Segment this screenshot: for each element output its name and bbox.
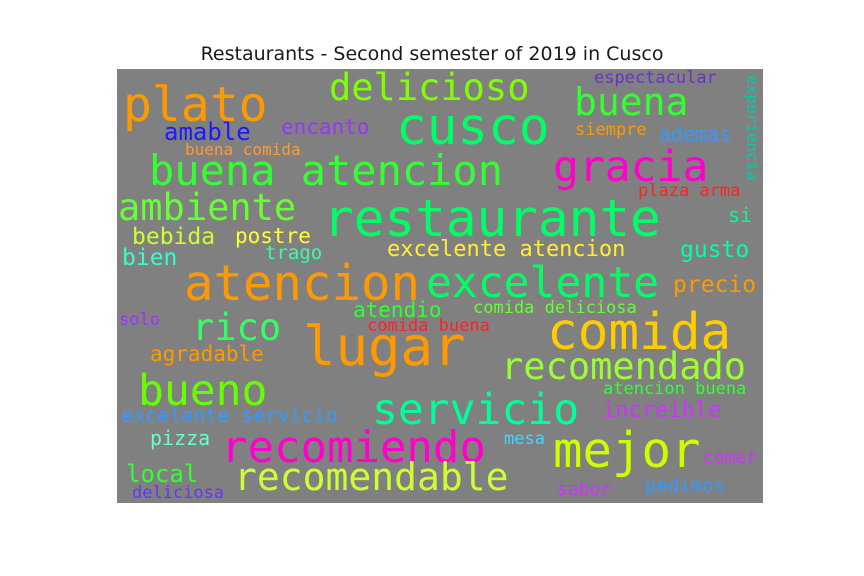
word-delicioso: delicioso	[329, 69, 530, 109]
word-servicio: servicio	[372, 385, 580, 435]
word-recomiendo: recomiendo	[221, 422, 486, 473]
word-atendio: atendio	[353, 298, 442, 322]
chart-title: Restaurants - Second semester of 2019 in…	[200, 43, 664, 65]
word-recomendado: recomendado	[501, 345, 747, 388]
word-comida-buena: comida buena	[367, 316, 490, 336]
word-excelente: excelente	[426, 258, 659, 308]
word-cusco: cusco	[396, 98, 550, 157]
word-trago: trago	[265, 242, 323, 264]
word-increible: increible	[602, 398, 722, 423]
word-sabor: sabor	[557, 479, 612, 500]
word-excelente-atencion: excelente atencion	[387, 237, 626, 262]
word-encanto: encanto	[281, 115, 370, 139]
word-lugar: lugar	[303, 315, 466, 378]
word-mejor: mejor	[553, 422, 701, 479]
word-rico: rico	[192, 306, 282, 349]
word-bebida: bebida	[132, 224, 216, 250]
word-espectacular: espectacular	[594, 69, 717, 88]
word-plato: plato	[123, 77, 268, 133]
word-siempre: siempre	[575, 120, 647, 140]
word-si: si	[728, 203, 753, 227]
word-deliciosa: deliciosa	[132, 483, 225, 503]
word-bien: bien	[122, 245, 178, 271]
word-amable: amable	[164, 118, 251, 146]
word-precio: precio	[673, 272, 757, 298]
word-buena-atencion: buena atencion	[149, 146, 504, 195]
word-solo: solo	[119, 310, 160, 330]
word-restaurante: restaurante	[323, 190, 661, 249]
word-buena: buena	[574, 80, 689, 124]
word-postre: postre	[235, 224, 311, 248]
word-comida: comida	[547, 303, 732, 362]
word-experiencia: experiencia	[743, 75, 762, 181]
word-pizza: pizza	[150, 426, 211, 450]
word-agradable: agradable	[150, 342, 264, 366]
word-buena-comida: buena comida	[185, 140, 301, 159]
word-comida-deliciosa: comida deliciosa	[473, 298, 637, 318]
word-ademas: ademas	[659, 122, 732, 146]
word-ambiente: ambiente	[118, 186, 297, 229]
word-plaza-arma: plaza arma	[638, 181, 741, 201]
word-gusto: gusto	[680, 237, 750, 263]
word-gracia: gracia	[553, 142, 709, 192]
word-excelente-servicio: excelente servicio	[121, 403, 338, 427]
word-bueno: bueno	[138, 366, 268, 416]
word-recomendable: recomendable	[234, 455, 509, 499]
word-mesa: mesa	[504, 429, 545, 449]
word-atencion-buena: atencion buena	[603, 379, 747, 399]
word-local: local	[126, 460, 199, 488]
word-comer: comer	[703, 447, 758, 468]
word-pedimos: pedimos	[645, 475, 726, 497]
word-cloud: plato delicioso cusco buena espectacular…	[117, 69, 763, 503]
word-atencion: atencion	[184, 255, 421, 312]
